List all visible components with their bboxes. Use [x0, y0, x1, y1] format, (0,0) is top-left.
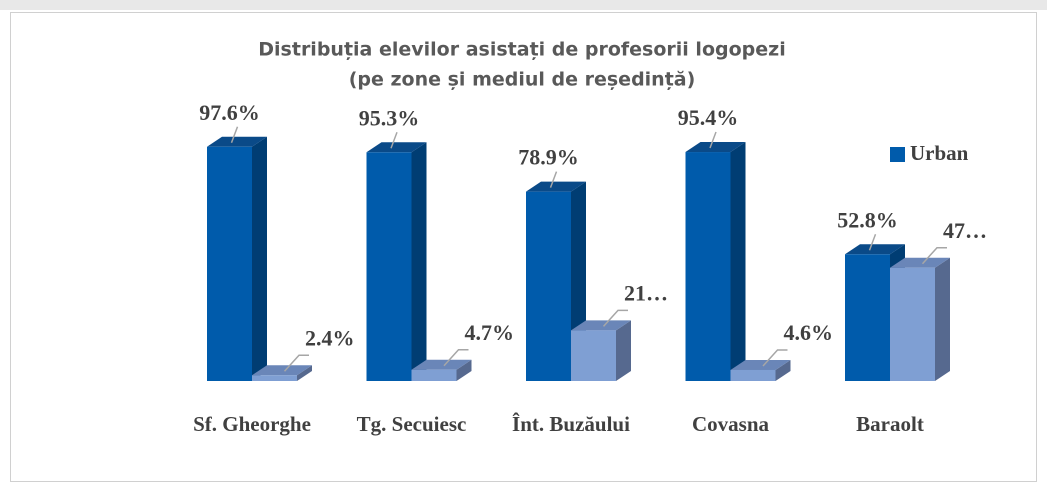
bar [845, 254, 890, 381]
value-label: 78.9% [518, 145, 579, 170]
bar-top [411, 359, 472, 370]
bar-side [935, 257, 950, 381]
bar [685, 152, 731, 381]
x-tick-label: Sf. Gheorghe [193, 412, 311, 436]
leader-line [390, 132, 398, 149]
value-label: 95.4% [678, 105, 739, 130]
bar-top [366, 142, 427, 153]
bar-side [456, 359, 472, 381]
bar [207, 146, 252, 381]
bar-side [411, 142, 427, 381]
bar [890, 267, 935, 381]
bar-top [526, 181, 586, 192]
top-strip [0, 0, 1047, 10]
bar-top [685, 142, 746, 153]
value-label: 21… [624, 280, 668, 305]
value-label: 2.4% [305, 325, 355, 350]
leader-line [443, 348, 469, 367]
x-tick-label: Tg. Secuiesc [356, 412, 467, 436]
bar [366, 152, 412, 381]
leader-line [602, 309, 628, 327]
chart-subtitle: (pe zone și mediul de reședință) [349, 69, 696, 91]
bar-side [730, 142, 746, 381]
x-tick-label: Baraolt [856, 412, 924, 436]
bar-top [890, 257, 950, 268]
bar-side [252, 136, 267, 381]
leader-line [762, 349, 788, 367]
bar-top [207, 136, 267, 147]
bar-side [297, 365, 312, 381]
value-label: 47… [943, 218, 987, 243]
value-label: 95.3% [359, 105, 420, 130]
leader-line [709, 131, 717, 149]
leader-line [549, 171, 558, 188]
leader-line [921, 246, 947, 265]
x-tick-label: Înt. Buzăului [512, 412, 630, 436]
bar [526, 191, 571, 381]
bar [411, 369, 457, 381]
leader-line [868, 234, 877, 251]
value-label: 52.8% [837, 207, 898, 232]
chart-title: Distribuția elevilor asistați de profeso… [258, 39, 785, 61]
value-label: 4.7% [465, 320, 515, 345]
bar [571, 330, 616, 381]
bar-top [571, 320, 631, 331]
value-label: 4.6% [784, 320, 834, 345]
bar-top [845, 244, 905, 255]
bar [730, 369, 776, 381]
legend-label: Urban [910, 141, 969, 165]
bar-side [616, 320, 631, 381]
bar-side [775, 359, 791, 381]
bar-top [252, 365, 312, 376]
x-tick-label: Covasna [691, 412, 770, 436]
leader-line [230, 126, 239, 144]
bar [252, 375, 297, 381]
leader-line [283, 354, 309, 372]
legend-swatch [890, 147, 905, 162]
value-label: 97.6% [199, 100, 260, 125]
bar-top [730, 359, 791, 370]
